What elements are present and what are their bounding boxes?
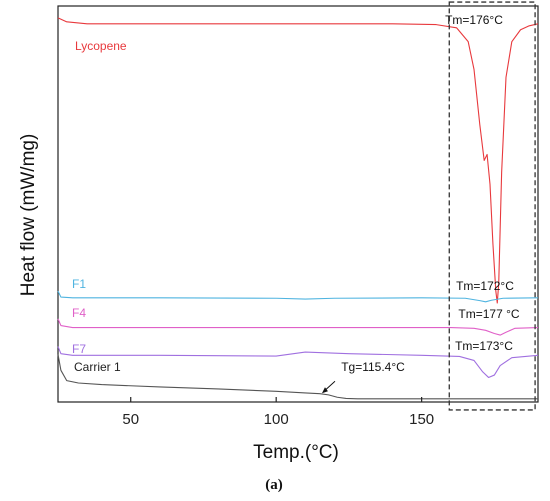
annotation-label: Tm=173°C [455,339,513,353]
highlight-box [448,1,536,411]
annotation-label: Tm=176°C [445,13,503,27]
x-tick-label: 50 [122,411,139,428]
series-line-f1 [57,290,539,303]
series-label-f7: F7 [72,342,86,356]
panel-label: (a) [265,477,283,493]
highlight-box-layer [448,1,536,411]
x-tick-label: 150 [409,411,434,428]
plot-area [57,5,539,403]
plot-frame [57,5,539,403]
annotation-label: Tg=115.4°C [341,360,405,374]
x-tick-label: 100 [264,411,289,428]
series-line-lycopene [57,17,539,304]
annotation-layer: Tm=176°C Tm=172°C Tm=177 °C Tm=173°C Tg=115.… [321,13,520,394]
series-label-lycopene: Lycopene [75,39,127,53]
series-line-f7 [57,346,539,378]
series-layer [57,17,539,400]
series-label-f1: F1 [72,277,86,291]
series-line-carrier-1 [57,354,538,400]
axis-layer: 50 100 150 [122,397,434,428]
series-label-carrier-1: Carrier 1 [74,360,121,374]
series-line-f4 [57,318,539,336]
series-label-f4: F4 [72,306,86,320]
x-axis-title: Temp.(°C) [253,442,339,463]
series-label-layer: Lycopene F1 F4 F7 Carrier 1 [72,39,127,374]
y-axis-title: Heat flow (mW/mg) [18,134,39,297]
annotation-label: Tm=172°C [456,279,514,293]
tg-arrow-head [321,387,328,394]
annotation-label: Tm=177 °C [458,307,519,321]
